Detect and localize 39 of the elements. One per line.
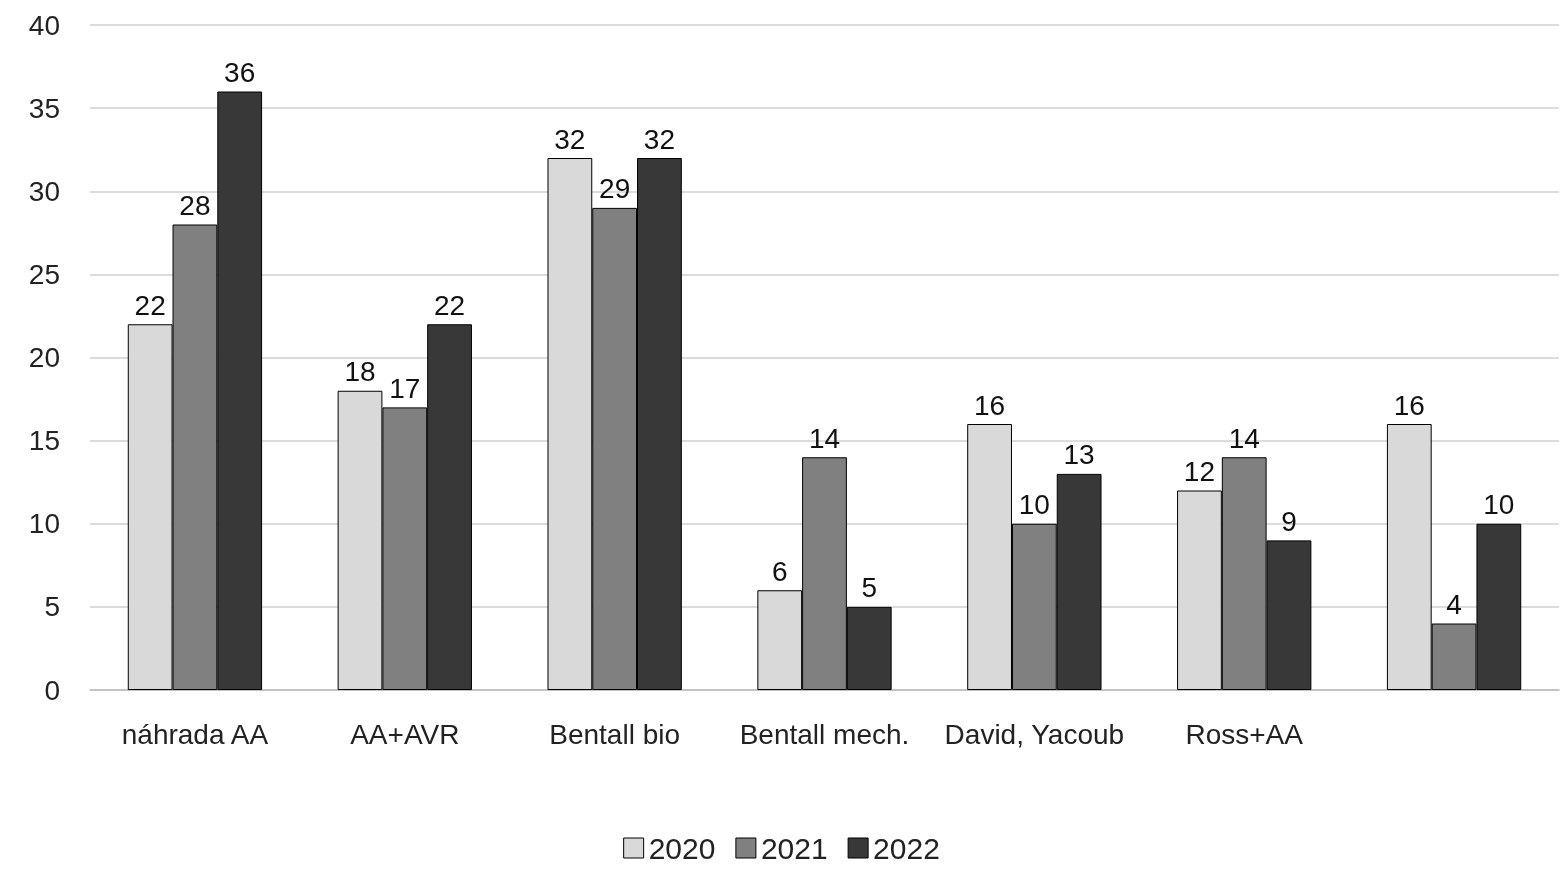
y-tick-label: 15 (28, 425, 60, 457)
data-label: 32 (554, 123, 586, 155)
data-label: 36 (224, 57, 256, 88)
data-label: 16 (1393, 389, 1425, 421)
x-tick-label: Ross+AA (1185, 718, 1304, 750)
y-tick-label: 10 (28, 508, 60, 540)
x-tick-label: Bentall bio (549, 718, 681, 750)
x-tick-label: Bentall mech. (739, 718, 910, 750)
data-label: 13 (1063, 439, 1095, 471)
data-label: 9 (1281, 505, 1297, 537)
data-label: 28 (179, 190, 211, 221)
y-tick-label: 25 (28, 258, 60, 290)
y-tick-label: 0 (44, 674, 60, 706)
data-label: 10 (1018, 489, 1050, 521)
data-label: 18 (344, 356, 376, 388)
y-tick-label: 20 (28, 342, 60, 373)
y-tick-label: 35 (28, 92, 60, 124)
y-tick-label: 30 (28, 175, 60, 207)
data-label: 10 (1483, 489, 1515, 521)
x-tick-label: David, Yacoub (944, 718, 1125, 750)
data-label: 16 (974, 389, 1006, 421)
data-label: 17 (389, 372, 421, 404)
legend-label: 2020 (648, 831, 716, 865)
data-label: 32 (643, 123, 675, 155)
legend-label: 2022 (873, 831, 940, 865)
data-label: 12 (1183, 456, 1216, 487)
data-label: 4 (1446, 589, 1462, 620)
x-tick-label: AA+AVR (350, 718, 460, 750)
data-label: 6 (771, 555, 788, 587)
y-tick-label: 40 (28, 9, 60, 41)
x-tick-label: náhrada AA (121, 718, 269, 750)
data-label: 14 (1228, 422, 1260, 454)
y-tick-label: 5 (44, 591, 60, 623)
data-label: 22 (134, 289, 166, 321)
legend-label: 2021 (760, 831, 828, 865)
data-label: 22 (433, 289, 466, 321)
data-label: 14 (808, 422, 841, 454)
data-label: 5 (861, 572, 878, 604)
data-label: 29 (599, 173, 631, 205)
